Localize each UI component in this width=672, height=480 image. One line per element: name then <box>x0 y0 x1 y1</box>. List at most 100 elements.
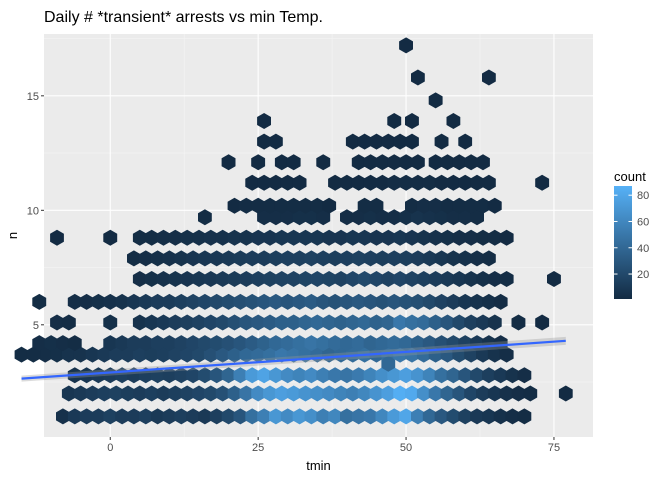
hex-cell <box>493 367 508 384</box>
hex-cell <box>91 293 106 310</box>
hex-cell <box>239 197 254 214</box>
hex-cell <box>416 271 431 287</box>
hex-cell <box>269 293 283 310</box>
hex-cell <box>363 250 378 267</box>
chart-title: Daily # *transient* arrests vs min Temp. <box>44 9 323 26</box>
hex-cell <box>298 197 313 214</box>
hex-cell <box>517 408 532 425</box>
hex-cell <box>340 250 354 267</box>
hex-cell <box>50 314 64 331</box>
hex-cell <box>132 346 147 363</box>
hex-cell <box>476 385 490 402</box>
hex-cell <box>174 367 189 384</box>
hex-cell <box>198 408 212 425</box>
hex-cell <box>482 367 496 384</box>
hex-cell <box>434 293 449 310</box>
hex-cell <box>162 367 177 384</box>
hex-cell <box>487 197 502 214</box>
hex-cell <box>168 271 183 287</box>
legend-title: count <box>614 169 646 184</box>
hex-cell <box>115 293 129 310</box>
hex-cell <box>280 250 295 267</box>
hex-cell <box>263 271 277 287</box>
hex-cell <box>121 385 135 402</box>
hex-cell <box>239 314 254 331</box>
hex-cell <box>150 250 165 267</box>
hex-cell <box>369 229 384 246</box>
hex-cell <box>464 197 479 214</box>
hex-cell <box>286 197 301 214</box>
hex-cell <box>422 367 437 384</box>
hex-cell <box>156 385 171 402</box>
hex-cell <box>298 385 313 402</box>
hex-cell <box>316 408 331 425</box>
hex-cell <box>310 197 325 214</box>
hex-cell <box>458 250 473 267</box>
hex-cell <box>446 209 461 226</box>
hex-cell <box>91 408 106 425</box>
hex-cell <box>14 346 29 363</box>
x-axis-ticks: 0 25 50 75 <box>107 437 560 454</box>
hex-cell <box>470 408 484 425</box>
hex-cell <box>363 209 378 226</box>
hex-cell <box>103 408 118 425</box>
hex-cell <box>263 197 277 214</box>
hex-cell <box>127 293 141 310</box>
smooth-line <box>21 339 566 380</box>
hex-cell <box>180 229 195 246</box>
hex-cell <box>464 271 479 287</box>
hex-cell <box>162 293 177 310</box>
hex-cell <box>292 250 307 267</box>
hex-cell <box>257 113 271 129</box>
hex-cell <box>215 229 230 246</box>
hex-cell <box>203 229 218 246</box>
hex-cell <box>458 133 473 150</box>
hex-cell <box>369 314 384 331</box>
hex-cell <box>452 197 467 214</box>
hex-cell <box>357 271 372 287</box>
hex-cell <box>399 367 413 384</box>
hex-cell <box>440 154 455 171</box>
hex-cell <box>316 335 331 352</box>
hex-cell <box>511 314 526 331</box>
hex-cell <box>322 314 337 331</box>
hex-cell <box>440 271 455 287</box>
hex-cell <box>345 133 360 150</box>
hex-cell <box>304 335 319 352</box>
hex-cell <box>61 385 76 402</box>
hex-cell <box>393 229 408 246</box>
hex-cell <box>446 174 461 191</box>
hex-cell <box>186 335 200 352</box>
hex-cell <box>464 385 479 402</box>
hex-cell <box>340 335 354 352</box>
hex-cell <box>375 209 390 226</box>
hex-cell <box>470 174 484 191</box>
hex-cell <box>144 346 159 363</box>
hex-cell <box>79 408 94 425</box>
hex-cell <box>61 314 76 331</box>
hex-cell <box>446 250 461 267</box>
y-tick-label: 5 <box>33 320 39 332</box>
hex-cell <box>387 209 402 226</box>
hex-cell <box>393 385 408 402</box>
hex-cell <box>274 271 289 287</box>
hex-cell <box>411 293 425 310</box>
hex-cell <box>209 408 224 425</box>
hex-cell <box>351 335 366 352</box>
hex-cell <box>464 346 479 363</box>
smooth-trend <box>21 336 566 382</box>
hex-cell <box>487 271 502 287</box>
hex-cell <box>428 385 443 402</box>
hex-cell <box>351 154 366 171</box>
hex-cell <box>446 113 461 129</box>
hex-cell <box>310 314 325 331</box>
hex-cell <box>203 346 218 363</box>
hex-cell <box>67 335 82 352</box>
hex-cell <box>375 154 390 171</box>
hex-cell <box>227 385 242 402</box>
y-axis-ticks: 5 10 15 <box>27 91 44 332</box>
hex-cell <box>345 314 360 331</box>
hex-cell <box>316 209 331 226</box>
hex-cell <box>286 229 301 246</box>
hex-cell <box>245 174 260 191</box>
